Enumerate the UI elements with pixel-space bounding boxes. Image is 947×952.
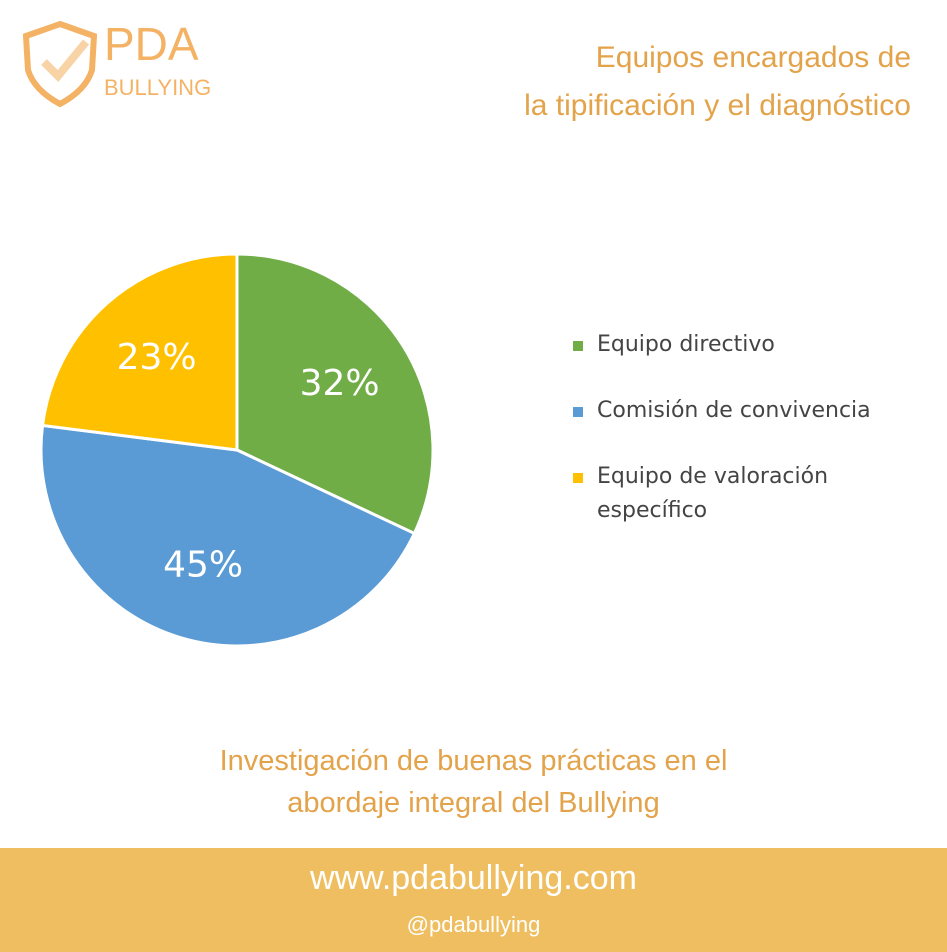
legend-label: Equipo directivo — [597, 332, 775, 357]
data-label: 45% — [163, 545, 243, 586]
legend-item: Equipo directivo — [573, 328, 913, 362]
caption: Investigación de buenas prácticas en el … — [0, 740, 947, 824]
chart-title: Equipos encargados de la tipificación y … — [524, 34, 911, 130]
pie-slice — [39, 423, 417, 648]
website[interactable]: www.pdabullying.com — [310, 859, 637, 897]
legend-label: Equipo de valoración específico — [597, 464, 829, 523]
logo-name: PDA — [104, 18, 199, 70]
pie-slice — [235, 252, 435, 536]
legend-swatch — [573, 473, 583, 483]
caption-line: abordaje integral del Bullying — [287, 787, 660, 819]
title-line: la tipificación y el diagnóstico — [524, 89, 911, 122]
legend: Equipo directivo Comisión de convivencia E… — [573, 328, 913, 560]
caption-line: Investigación de buenas prácticas en el — [219, 745, 728, 777]
legend-item: Equipo de valoración específico — [573, 460, 913, 528]
data-label: 32% — [300, 363, 380, 404]
legend-swatch — [573, 341, 583, 351]
footer: www.pdabullying.com @pdabullying — [0, 848, 947, 952]
legend-swatch — [573, 407, 583, 417]
logo-subname: BULLYING — [104, 75, 211, 100]
pie-slice — [40, 252, 239, 452]
legend-label: Comisión de convivencia — [597, 398, 871, 423]
logo-check — [41, 39, 90, 82]
data-label: 23% — [117, 337, 197, 378]
logo-graphic: PDA BULLYING — [22, 18, 211, 108]
logo: PDA BULLYING — [20, 18, 220, 115]
legend-item: Comisión de convivencia — [573, 394, 913, 428]
title-line: Equipos encargados de — [595, 41, 911, 74]
pie-chart: 32% 45% 23% — [39, 252, 435, 648]
logo-shield — [22, 20, 98, 108]
handle[interactable]: @pdabullying — [406, 912, 541, 937]
